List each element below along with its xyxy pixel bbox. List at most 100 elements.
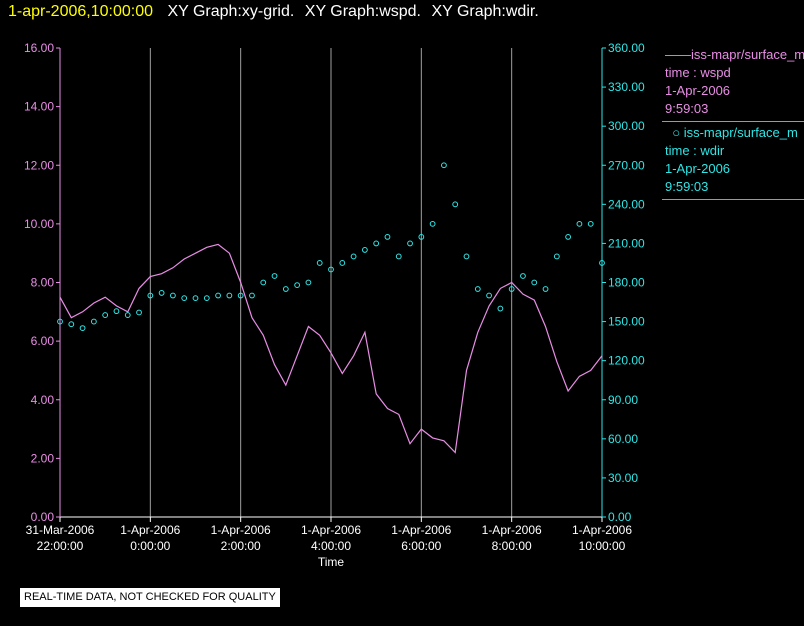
wdir-data-point [305,279,312,286]
wdir-data-point [441,162,447,169]
right-tick-label: 180.00 [608,276,645,290]
wdir-data-point [407,240,413,247]
wdir-data-point [553,253,560,260]
right-tick-label: 210.00 [608,236,645,250]
wspd-series-line [59,243,603,454]
wdir-data-point [147,292,154,299]
wdir-data-point [113,308,120,315]
right-tick-label: 300.00 [608,119,645,133]
x-tick-label: 0:00:00 [130,539,170,553]
right-tick-label: 60.00 [608,432,638,446]
graph-title-wdir: XY Graph:wdir. [431,3,539,20]
legend-series-name: ——iss-mapr/surface_m [665,47,804,62]
legend-series-name: ○ iss-mapr/surface_m [665,125,798,140]
x-tick-label: 4:00:00 [311,539,351,553]
right-tick-label: 0.00 [608,510,632,524]
wdir-data-point [486,292,492,299]
circle-marker-icon: ○ [665,125,684,140]
grid-layer [59,48,603,517]
wdir-data-point [542,286,549,292]
x-tick-label: 22:00:00 [37,539,84,553]
legend-date: 1-Apr-2006 [665,161,731,176]
timestamp-label: 1-apr-2006,10:00:00 [8,3,153,20]
wdir-data-point [57,318,63,325]
wdir-data-point [361,247,368,253]
left-tick-label: 4.00 [31,393,55,407]
line-marker-icon: —— [665,47,691,62]
wdir-data-point [90,318,97,325]
legend-time: 9:59:03 [665,179,709,194]
wdir-data-point [136,309,142,316]
left-tick-label: 0.00 [31,510,55,524]
x-tick-label: 1-Apr-2006 [211,523,271,537]
wdir-data-point [192,295,199,302]
wdir-data-point [328,266,334,273]
x-tick-label: 1-Apr-2006 [120,523,180,537]
wdir-data-point [350,253,357,260]
wdir-data-point [373,240,380,247]
right-tick-label: 360.00 [608,41,645,55]
series-layer [57,162,605,454]
wdir-data-point [260,279,267,286]
x-tick-label: 31-Mar-2006 [26,523,95,537]
wdir-data-point [226,292,233,299]
legend-variable: time : wspd [665,65,731,80]
right-tick-label: 30.00 [608,471,638,485]
right-tick-label: 330.00 [608,80,645,94]
wdir-data-point [339,260,346,266]
left-tick-label: 2.00 [31,451,55,465]
legend: ——iss-mapr/surface_m time : wspd 1-Apr-2… [662,44,804,200]
right-tick-label: 150.00 [608,315,645,329]
right-tick-label: 120.00 [608,354,645,368]
legend-date: 1-Apr-2006 [665,83,731,98]
wdir-data-point [497,305,504,312]
left-tick-label: 6.00 [31,334,55,348]
x-tick-label: 2:00:00 [221,539,261,553]
wdir-data-point [463,253,470,260]
x-tick-label: 1-Apr-2006 [391,523,451,537]
graph-title-xy-grid: XY Graph:xy-grid. [167,3,295,20]
wdir-data-point [395,253,402,260]
wdir-data-point [599,260,605,266]
legend-item-wdir[interactable]: ○ iss-mapr/surface_m time : wdir 1-Apr-2… [662,122,804,200]
axes-layer: 31-Mar-2006 22:00:00 1-Apr-2006 0:00:00 1-Ap… [24,41,645,553]
left-tick-label: 14.00 [24,100,54,114]
wdir-data-point [474,286,481,292]
left-tick-label: 12.00 [24,158,54,172]
right-tick-label: 270.00 [608,158,645,172]
x-axis-label: Time [318,555,345,569]
left-tick-label: 16.00 [24,41,54,55]
wdir-data-point [249,292,255,299]
wdir-data-point [384,234,391,240]
x-tick-label: 1-Apr-2006 [572,523,632,537]
wdir-data-point [587,220,594,227]
x-tick-label: 10:00:00 [579,539,626,553]
wdir-data-point [271,273,278,279]
wdir-data-point [79,325,86,331]
wdir-data-point [158,290,165,296]
left-tick-label: 8.00 [31,276,55,290]
x-tick-label: 6:00:00 [401,539,441,553]
wdir-data-point [203,295,210,302]
wdir-data-point [181,295,188,302]
wdir-data-point [215,292,221,299]
wdir-data-point [294,282,301,289]
wdir-data-point [237,292,244,299]
wdir-data-point [508,286,515,292]
left-tick-label: 10.00 [24,217,54,231]
wdir-data-point [565,234,572,240]
wdir-data-point [316,260,323,266]
wdir-data-point [418,234,425,240]
legend-time: 9:59:03 [665,101,709,116]
header-bar: 1-apr-2006,10:00:00 XY Graph:xy-grid. XY… [8,2,545,22]
legend-item-wspd[interactable]: ——iss-mapr/surface_m time : wspd 1-Apr-2… [662,44,804,122]
wdir-data-point [170,292,176,299]
right-tick-label: 240.00 [608,197,645,211]
legend-variable: time : wdir [665,143,725,158]
wdir-data-point [124,312,131,318]
wdir-data-point [520,273,526,279]
quality-notice: REAL-TIME DATA, NOT CHECKED FOR QUALITY [20,588,280,607]
wdir-data-point [452,201,459,208]
graph-title-wspd: XY Graph:wspd. [304,3,421,20]
